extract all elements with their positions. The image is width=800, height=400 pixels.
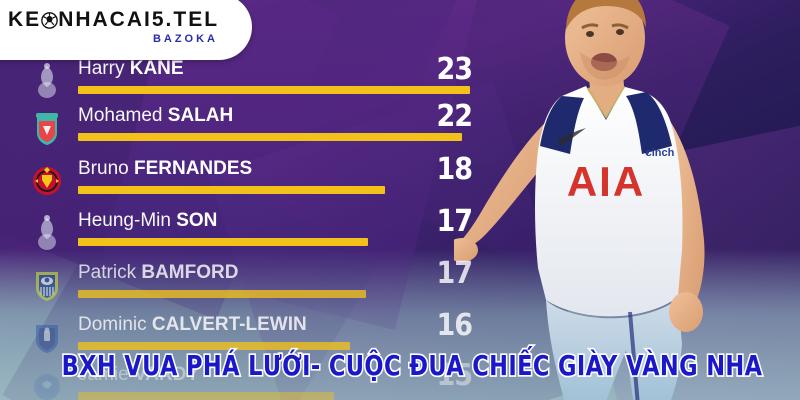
player-name: Heung-Min SON bbox=[78, 210, 217, 232]
goal-bar bbox=[78, 392, 334, 400]
goal-bar bbox=[78, 86, 470, 94]
goal-bar-track bbox=[78, 238, 368, 246]
headline-banner: BXH VUA PHÁ LƯỚI- CUỘC ĐUA CHIẾC GIÀY VÀ… bbox=[92, 348, 732, 382]
player-last-name: FERNANDES bbox=[134, 158, 252, 179]
player-name: Dominic CALVERT-LEWIN bbox=[78, 314, 307, 336]
goal-bar-track bbox=[78, 86, 470, 94]
goal-count: 17 bbox=[436, 256, 472, 291]
scorer-ranking-list: Harry KANE23 Mohamed SALAH22 Bruno FERNA… bbox=[0, 0, 500, 400]
player-first-name: Mohamed bbox=[78, 105, 163, 126]
player-last-name: CALVERT-LEWIN bbox=[152, 314, 307, 335]
tottenham-crest-icon bbox=[30, 214, 64, 252]
goal-count: 23 bbox=[436, 52, 472, 87]
player-name: Bruno FERNANDES bbox=[78, 158, 252, 180]
logo-wordmark: KE NHACAI5 .TEL bbox=[0, 9, 252, 30]
player-first-name: Harry bbox=[78, 58, 124, 79]
goal-bar-track bbox=[78, 392, 334, 400]
goal-bar bbox=[78, 290, 366, 298]
goal-bar-track bbox=[78, 186, 385, 194]
goal-bar bbox=[78, 238, 368, 246]
site-logo[interactable]: KE NHACAI5 .TEL BAZOKA bbox=[0, 0, 252, 60]
everton-crest-icon bbox=[30, 318, 64, 356]
logo-text-tel: .TEL bbox=[166, 9, 220, 30]
goal-count: 16 bbox=[436, 308, 472, 343]
player-first-name: Heung-Min bbox=[78, 210, 171, 231]
table-row[interactable]: Heung-Min SON17 bbox=[0, 208, 500, 260]
football-icon bbox=[41, 12, 58, 29]
logo-text-ke: KE bbox=[8, 9, 41, 30]
logo-text-nhacai5: NHACAI5 bbox=[58, 9, 165, 30]
table-row[interactable]: Mohamed SALAH22 bbox=[0, 103, 500, 155]
goal-count: 22 bbox=[436, 99, 472, 134]
player-last-name: KANE bbox=[130, 58, 184, 79]
svg-text:cinch: cinch bbox=[646, 147, 675, 159]
goal-bar-track bbox=[78, 290, 366, 298]
player-last-name: SON bbox=[176, 210, 217, 231]
player-name: Harry KANE bbox=[78, 58, 184, 80]
goal-bar bbox=[78, 186, 385, 194]
leicester-crest-icon bbox=[30, 368, 64, 400]
goal-bar-track bbox=[78, 133, 462, 141]
graphic-canvas: AIA cinch 10 bbox=[0, 0, 800, 400]
svg-text:AIA: AIA bbox=[567, 158, 645, 205]
goal-bar bbox=[78, 133, 462, 141]
logo-subtitle: BAZOKA bbox=[0, 33, 252, 45]
liverpool-crest-icon bbox=[30, 109, 64, 147]
player-first-name: Bruno bbox=[78, 158, 129, 179]
man-utd-crest-icon bbox=[30, 162, 64, 200]
player-last-name: SALAH bbox=[168, 105, 233, 126]
tottenham-crest-icon bbox=[30, 62, 64, 100]
player-name: Mohamed SALAH bbox=[78, 105, 233, 127]
headline-text: BXH VUA PHÁ LƯỚI- CUỘC ĐUA CHIẾC GIÀY VÀ… bbox=[62, 349, 763, 381]
player-name: Patrick BAMFORD bbox=[78, 262, 238, 284]
goal-count: 17 bbox=[436, 204, 472, 239]
player-first-name: Patrick bbox=[78, 262, 136, 283]
table-row[interactable]: Patrick BAMFORD17 bbox=[0, 260, 500, 312]
player-last-name: BAMFORD bbox=[141, 262, 238, 283]
table-row[interactable]: Harry KANE23 bbox=[0, 56, 500, 108]
leeds-crest-icon bbox=[30, 266, 64, 304]
player-first-name: Dominic bbox=[78, 314, 147, 335]
table-row[interactable]: Bruno FERNANDES18 bbox=[0, 156, 500, 208]
goal-count: 18 bbox=[436, 152, 472, 187]
